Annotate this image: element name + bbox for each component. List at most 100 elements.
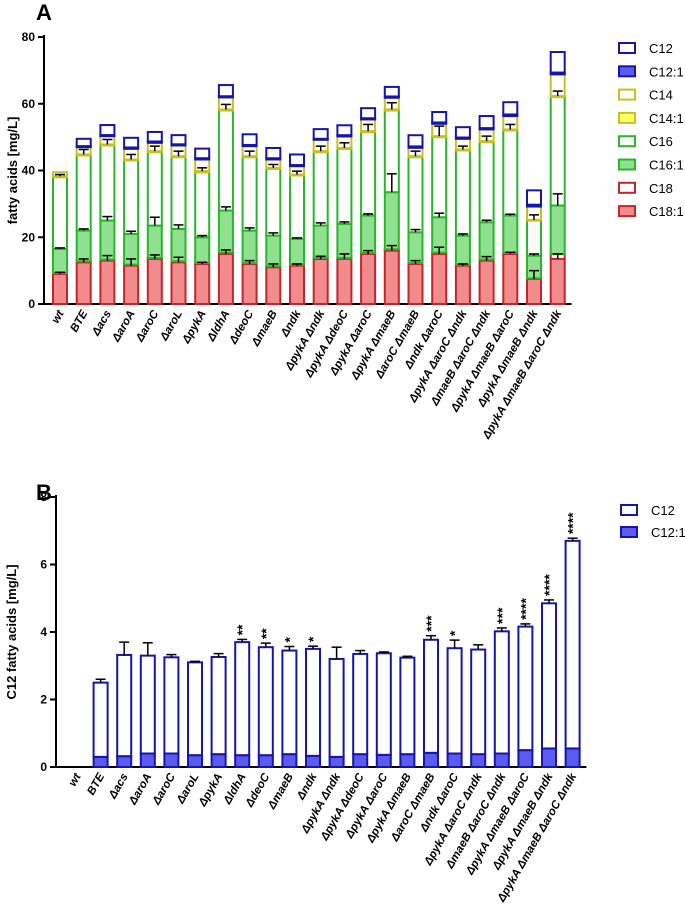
legend-label: C18: [649, 181, 673, 196]
bar-segment-c12: [241, 133, 258, 146]
bar-segment-c18-1: [360, 252, 377, 305]
bar-segment-c18-1: [146, 257, 163, 306]
significance-label: *: [281, 637, 297, 643]
bar-segment-c16: [431, 136, 448, 219]
bar-segment-c12: [116, 653, 133, 758]
significance-label: *: [447, 630, 463, 636]
bar-segment-c12: [281, 649, 298, 756]
y-tick-label: 0: [28, 297, 35, 311]
bar-segment-c12-1: [328, 755, 345, 768]
bar-segment-c18-1: [336, 257, 353, 306]
bar-segment-c18-1: [502, 252, 519, 305]
legend-swatch: [618, 135, 636, 148]
bar-segment-c12-1: [564, 747, 581, 768]
bar-segment-c12: [217, 84, 234, 98]
significance-label: *: [305, 636, 321, 642]
significance-label: **: [234, 624, 250, 635]
y-tick-label: 80: [22, 30, 36, 44]
bar-segment-c18-1: [241, 262, 258, 306]
y-tick-label: 60: [22, 97, 36, 111]
bar-segment-c12-1: [399, 753, 416, 768]
bar-segment-c12: [194, 147, 211, 160]
bar-segment-c16: [336, 147, 353, 225]
legend-swatch: [618, 111, 636, 124]
bar-segment-c12-1: [541, 747, 557, 768]
bar-segment-c12: [470, 648, 487, 756]
bar-segment-c12: [187, 661, 203, 757]
bar-segment-c12: [289, 153, 305, 167]
y-tick-label: 40: [22, 164, 36, 178]
bar-segment-c16: [52, 176, 68, 250]
bar-segment-c16: [241, 156, 258, 232]
bar-segment-c16: [75, 154, 92, 232]
bar-segment-c16-1: [312, 224, 329, 259]
bar-segment-c12: [375, 652, 392, 756]
bar-segment-c16-1: [336, 222, 353, 259]
significance-label: ***: [423, 615, 439, 632]
bar-segment-c12-1: [305, 754, 321, 768]
bar-segment-c18-1: [194, 262, 211, 306]
legend-label: C12:1: [651, 525, 685, 540]
bar-segment-c12: [454, 126, 471, 139]
bar-segment-c12-1: [281, 753, 298, 768]
bar-segment-c12: [312, 128, 329, 140]
bar-segment-c12: [423, 638, 439, 754]
y-tick-label: 20: [22, 230, 36, 244]
x-tick-label: BTE: [85, 771, 107, 797]
bar-segment-c12: [399, 656, 416, 756]
legend-label: C16: [649, 134, 673, 149]
bar-segment-c12: [360, 107, 377, 120]
x-tick-label: wt: [50, 307, 67, 325]
bar-segment-c12-1: [352, 753, 369, 768]
bar-segment-c18-1: [383, 249, 400, 306]
bar-segment-c16-1: [360, 214, 377, 254]
bar-segment-c16-1: [502, 214, 519, 254]
legend-label: C12:1: [649, 64, 684, 79]
legend-label: C18:1: [649, 204, 684, 219]
bar-segment-c16: [265, 167, 282, 237]
significance-label: **: [258, 628, 274, 639]
bar-segment-c18-1: [265, 266, 282, 306]
bar-segment-c16: [170, 156, 187, 230]
bar-segment-c12: [493, 630, 510, 755]
bar-segment-c18-1: [312, 257, 329, 306]
bar-segment-c12: [446, 647, 463, 755]
x-tick-label: Δacs: [106, 772, 130, 802]
legend-swatch: [618, 205, 636, 218]
legend-swatch: [618, 88, 636, 101]
bar-segment-c18-1: [289, 264, 305, 305]
bar-segment-c18-1: [549, 257, 566, 306]
bar-segment-c12: [549, 51, 566, 74]
x-tick-label: Δndk: [295, 771, 320, 803]
bar-segment-c16-1: [75, 229, 92, 263]
panel-b-legend: C12 C12:1: [620, 503, 685, 540]
bar-segment-c12: [383, 85, 400, 98]
x-tick-label: BTE: [68, 308, 90, 334]
bar-segment-c12: [139, 654, 156, 755]
bar-segment-c12: [163, 656, 180, 755]
bar-segment-c16: [194, 171, 211, 239]
bar-segment-c12: [257, 646, 274, 757]
x-tick-label: Δndk: [279, 308, 304, 340]
bar-segment-c12-1: [257, 754, 274, 768]
bar-segment-c16-1: [146, 224, 163, 259]
bar-segment-c16-1: [549, 204, 566, 255]
bar-segment-c16-1: [454, 234, 471, 266]
bar-segment-c12-1: [375, 753, 392, 768]
bar-segment-c12: [265, 146, 282, 160]
bar-segment-c18-1: [454, 264, 471, 305]
bar-segment-c18-1: [478, 259, 495, 305]
y-axis-label: C12 fatty acids [mg/L]: [4, 564, 19, 699]
bar-segment-c18-1: [407, 262, 424, 306]
bar-segment-c12: [336, 124, 353, 137]
bar-segment-c16: [526, 219, 542, 257]
x-tick-label: ΔaroA: [127, 772, 155, 808]
bar-segment-c16: [312, 151, 329, 227]
bar-segment-c16: [502, 129, 519, 217]
bar-segment-c16: [146, 151, 163, 227]
bar-segment-c16-1: [265, 234, 282, 268]
bar-segment-c16-1: [407, 231, 424, 264]
bar-segment-c18-1: [431, 252, 448, 305]
legend-label: C14: [649, 88, 673, 103]
